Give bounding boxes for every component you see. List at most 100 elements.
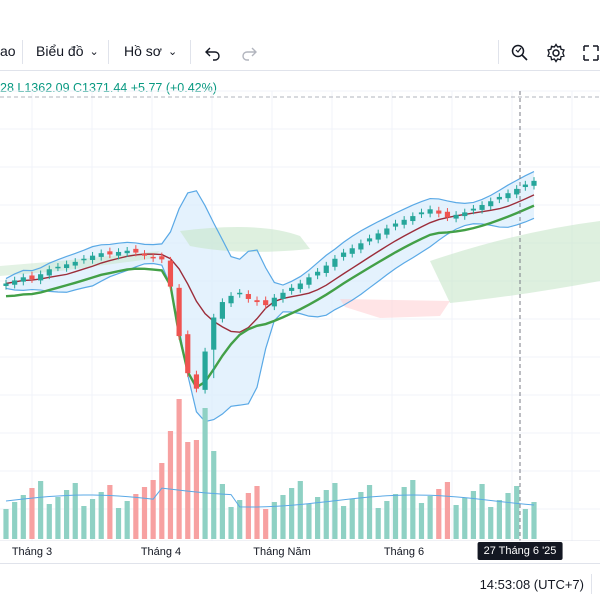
candle-body <box>505 193 511 199</box>
candle-body <box>29 275 35 280</box>
ohlc-close-label: C <box>73 81 83 95</box>
candle-body <box>323 265 329 273</box>
candle-body <box>375 233 381 240</box>
volume-bar <box>3 509 9 539</box>
candle-body <box>159 256 165 260</box>
status-bar: 14:53:08 (UTC+7) <box>0 563 600 601</box>
candle-body <box>263 300 269 306</box>
candle-body <box>315 271 321 276</box>
expand-icon[interactable] <box>578 40 600 66</box>
bollinger-band-fill <box>6 171 534 422</box>
clock-display[interactable]: 14:53:08 (UTC+7) <box>479 577 584 592</box>
volume-bar <box>72 483 78 539</box>
chevron-down-icon: ⌄ <box>167 45 178 58</box>
candle-body <box>418 212 425 215</box>
volume-bar <box>323 490 329 539</box>
candle-body <box>185 334 191 374</box>
chevron-down-icon: ⌄ <box>89 45 99 58</box>
candle-body <box>167 260 174 287</box>
candle-body <box>289 287 295 291</box>
candle-body <box>401 219 407 225</box>
bollinger-upper-line <box>5 170 535 286</box>
candle-body <box>332 258 338 267</box>
volume-bar <box>375 508 381 539</box>
screenshot-search-icon[interactable] <box>507 40 533 66</box>
ichimoku-cloud-green <box>180 227 310 252</box>
undo-icon[interactable] <box>200 40 226 66</box>
volume-bar <box>228 507 234 539</box>
candle-body <box>496 196 502 200</box>
toolbar-separator <box>498 40 499 64</box>
profile-menu-label: Hồ sơ <box>124 43 162 59</box>
volume-bar <box>20 495 26 539</box>
candle-body <box>470 208 477 211</box>
candle-body <box>444 211 451 218</box>
redo-icon[interactable] <box>236 40 262 66</box>
volume-bar <box>29 488 35 539</box>
candle-body <box>150 256 156 259</box>
volume-bar <box>98 492 104 539</box>
volume-bar <box>133 494 139 539</box>
volume-bar <box>63 490 70 539</box>
time-axis: Tháng 3 Tháng 4 Tháng Năm Tháng 6 <box>0 540 600 562</box>
toolbar-separator <box>22 40 23 64</box>
candle-body <box>254 300 260 303</box>
candle-body <box>115 251 122 256</box>
ohlc-low-label: L <box>17 81 25 95</box>
volume-bar <box>46 504 52 539</box>
ichimoku-cloud-red <box>340 299 450 318</box>
volume-bar <box>488 507 494 539</box>
volume-bar <box>340 506 347 539</box>
volume-bar <box>211 451 217 539</box>
candle-body <box>271 297 277 307</box>
candle-body <box>12 280 18 285</box>
volume-bar <box>289 488 295 539</box>
volume-bar <box>401 487 407 539</box>
volume-bar <box>470 491 477 539</box>
price-chart[interactable] <box>0 71 600 541</box>
volume-bar <box>315 497 321 539</box>
settings-icon[interactable] <box>543 40 569 66</box>
volume-bar <box>55 497 61 539</box>
candle-body <box>410 216 416 222</box>
profile-menu-button[interactable]: Hồ sơ ⌄ <box>124 43 177 59</box>
candle-body <box>193 374 200 389</box>
time-tick: Tháng 3 <box>11 546 53 558</box>
top-toolbar: ao Biểu đồ ⌄ Hồ sơ ⌄ <box>0 0 600 70</box>
volume-bar <box>366 485 373 539</box>
candle-body <box>72 261 78 266</box>
volume-average-line <box>5 487 535 508</box>
candle-body <box>462 212 468 217</box>
volume-bar <box>254 486 260 539</box>
volume-bar <box>237 500 243 539</box>
toolbar-partial-label: ao <box>0 43 16 59</box>
volume-bar <box>444 482 451 539</box>
volume-bar <box>436 489 442 539</box>
candle-body <box>436 210 442 214</box>
candle-body <box>20 277 26 282</box>
time-tick: Tháng Năm <box>253 546 311 558</box>
candle-body <box>297 283 303 290</box>
candle-body <box>219 302 225 319</box>
time-tick: Tháng 4 <box>140 546 182 558</box>
candle-body <box>107 251 113 255</box>
candle-body <box>124 250 130 254</box>
candle-body <box>488 201 494 207</box>
chart-menu-button[interactable]: Biểu đồ ⌄ <box>36 43 99 59</box>
candle-body <box>427 209 433 214</box>
crosshair-date-label: 27 Tháng 6 '25 <box>477 542 563 560</box>
candle-body <box>133 248 139 253</box>
volume-bar <box>159 463 165 539</box>
volume-bar <box>141 487 148 539</box>
candle-body <box>55 266 61 269</box>
candle-body <box>89 255 96 260</box>
toolbar-partial-item[interactable]: ao <box>0 43 16 59</box>
volume-bar <box>531 502 537 539</box>
toolbar-separator <box>190 40 191 64</box>
candle-body <box>3 283 9 286</box>
volume-bar <box>280 495 286 539</box>
volume-bar <box>124 501 130 539</box>
ichimoku-cloud-green <box>0 251 160 276</box>
candle-body <box>38 274 44 281</box>
volume-bar <box>89 499 96 539</box>
